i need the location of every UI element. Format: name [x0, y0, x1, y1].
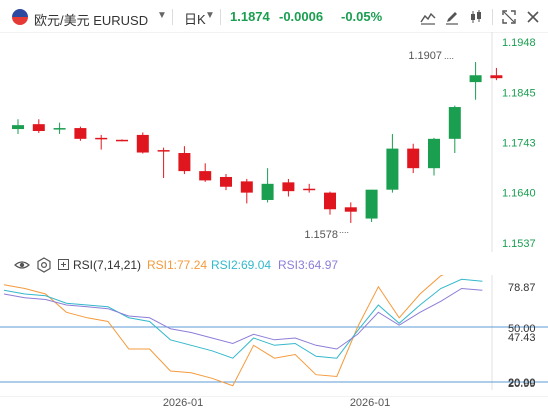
price-change: -0.0006 [279, 9, 324, 24]
rsi-axis-label-20: 20.00 [508, 377, 536, 389]
period-selector[interactable]: 日K [184, 12, 206, 27]
date-label: 2026-01 [350, 397, 390, 409]
rsi-chart[interactable]: 78.87 50.00 47.43 20.00 20.99 [0, 275, 548, 397]
candle-body[interactable] [386, 148, 399, 190]
candle-body[interactable] [469, 75, 482, 83]
price-tick-label: 1.1948 [502, 37, 536, 49]
eye-icon[interactable] [14, 257, 30, 273]
chevron-down-icon[interactable]: ▼ [157, 10, 167, 21]
rsi3-line [3, 287, 483, 350]
price-tick-label: 1.1640 [502, 188, 536, 200]
area-chart-icon[interactable] [417, 6, 439, 28]
high-marker: .... [444, 51, 454, 61]
divider [220, 9, 221, 25]
rsi1-line [3, 275, 445, 387]
rsi1-value: RSI1:77.24 [147, 258, 208, 272]
symbol-selector[interactable]: 欧元/美元 EURUSD [34, 13, 149, 28]
candle-body[interactable] [116, 139, 128, 142]
price-tick-label: 1.1845 [502, 87, 536, 99]
candle-body[interactable] [428, 138, 440, 169]
candlestick-chart[interactable]: 1.1948 1.1845 1.1743 1.1640 1.1537 1.1907 ..… [0, 32, 548, 252]
gear-icon[interactable] [36, 257, 52, 273]
rsi-legend: RSI(7,14,21) RSI1:77.24 RSI2:69.04 RSI3:… [0, 255, 548, 275]
expand-icon[interactable] [498, 6, 520, 28]
close-icon[interactable] [522, 6, 544, 28]
price-change-percent: -0.05% [341, 9, 383, 24]
rsi-axis-label-low: 20.99 [508, 378, 536, 390]
candle-body[interactable] [74, 128, 87, 139]
chart-toolbar: 欧元/美元 EURUSD ▼ 日K ▼ 1.1874 -0.0006 -0.05… [0, 0, 548, 34]
candle-body[interactable] [407, 148, 420, 169]
last-price: 1.1874 [230, 9, 270, 24]
candle-body[interactable] [448, 107, 461, 139]
price-tick-label: 1.1537 [502, 238, 536, 250]
candle-body[interactable] [324, 192, 336, 210]
divider [492, 9, 493, 25]
candle-body[interactable] [344, 207, 357, 212]
low-marker: .... [339, 225, 349, 235]
candle-body[interactable] [303, 188, 316, 191]
rsi-axis-label-current: 47.43 [508, 332, 536, 344]
date-axis: 2026-01 2026-01 [0, 396, 548, 409]
eu-us-flag-icon [12, 9, 28, 25]
rsi3-value: RSI3:64.97 [278, 258, 339, 272]
candle-body[interactable] [490, 75, 503, 79]
candle-body[interactable] [365, 189, 378, 219]
candlestick-icon[interactable] [465, 6, 487, 28]
price-tick-label: 1.1743 [502, 137, 536, 149]
rsi2-value: RSI2:69.04 [211, 258, 272, 272]
candle-body[interactable] [12, 125, 24, 130]
candle-body[interactable] [136, 134, 149, 153]
high-price-label: 1.1907 [408, 50, 442, 62]
candle-body[interactable] [95, 137, 108, 140]
candle-body[interactable] [282, 182, 295, 192]
chevron-down-icon[interactable]: ▼ [205, 10, 215, 21]
candle-body[interactable] [178, 153, 191, 172]
candle-body[interactable] [157, 150, 170, 152]
candle-body[interactable] [261, 183, 274, 200]
divider [172, 9, 173, 25]
candle-body[interactable] [53, 128, 66, 130]
date-label: 2026-01 [163, 397, 203, 409]
rsi-name: RSI(7,14,21) [73, 258, 142, 272]
rsi2-line [3, 278, 483, 359]
candle-body[interactable] [32, 124, 45, 132]
candle-body[interactable] [199, 171, 212, 181]
candle-body[interactable] [220, 176, 232, 187]
candle-body[interactable] [240, 181, 253, 193]
rsi-axis-label-high: 78.87 [508, 282, 536, 294]
pen-draw-icon[interactable] [441, 6, 463, 28]
add-indicator-icon[interactable] [58, 259, 69, 270]
rsi-axis-label-50: 50.00 [508, 323, 536, 335]
low-price-label: 1.1578 [304, 229, 338, 241]
